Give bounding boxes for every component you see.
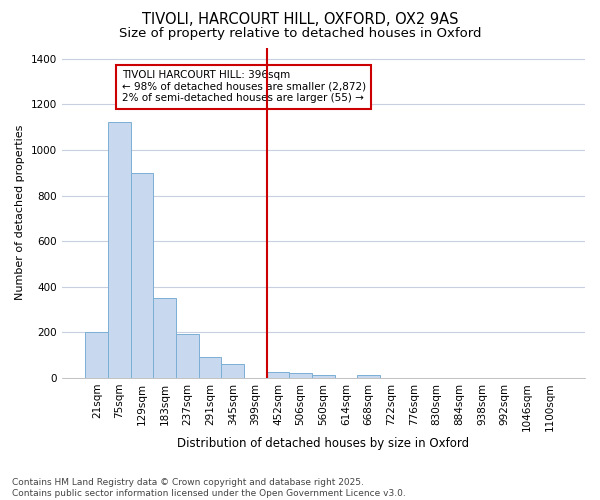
Text: Size of property relative to detached houses in Oxford: Size of property relative to detached ho… [119,28,481,40]
Text: TIVOLI HARCOURT HILL: 396sqm
← 98% of detached houses are smaller (2,872)
2% of : TIVOLI HARCOURT HILL: 396sqm ← 98% of de… [122,70,366,104]
Bar [312,375,335,378]
Bar [199,358,221,378]
Bar [221,364,244,378]
Bar [358,375,380,378]
Bar [85,332,108,378]
X-axis label: Distribution of detached houses by size in Oxford: Distribution of detached houses by size … [177,437,469,450]
Bar [176,334,199,378]
Text: TIVOLI, HARCOURT HILL, OXFORD, OX2 9AS: TIVOLI, HARCOURT HILL, OXFORD, OX2 9AS [142,12,458,28]
Bar [154,298,176,378]
Bar [289,374,312,378]
Y-axis label: Number of detached properties: Number of detached properties [15,125,25,300]
Text: Contains HM Land Registry data © Crown copyright and database right 2025.
Contai: Contains HM Land Registry data © Crown c… [12,478,406,498]
Bar [131,173,154,378]
Bar [108,122,131,378]
Bar [266,372,289,378]
